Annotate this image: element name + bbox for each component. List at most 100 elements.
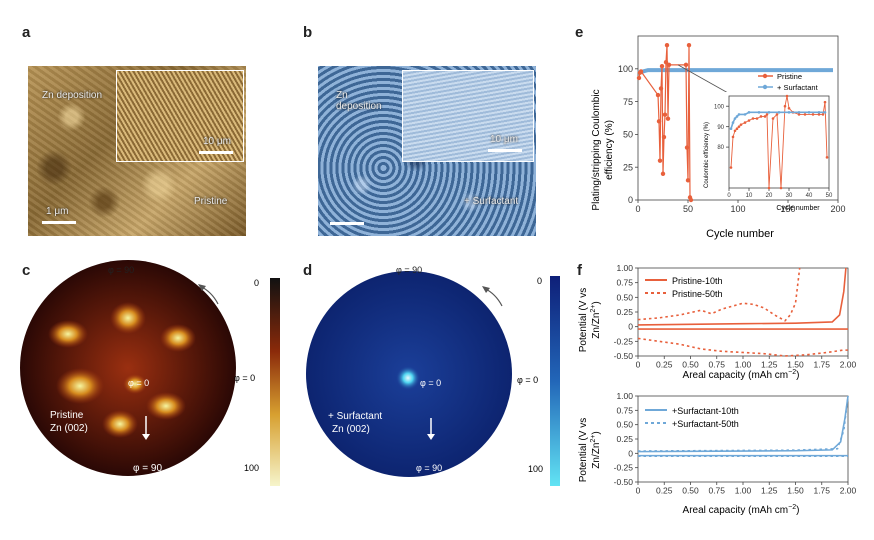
e-point-pristine: [661, 134, 667, 140]
e-inset-x-tick-label: 20: [766, 193, 773, 199]
e-inset-point: [807, 111, 811, 114]
f-top-x-tick-label: 0.50: [682, 360, 699, 370]
f-bottom-x-tick-label: 0.75: [708, 486, 725, 496]
phi-center-label: φ = 0: [128, 378, 149, 388]
f-bottom-axes-frame: [637, 395, 849, 483]
f-bottom-plot-area: 0 0.25 0.50 0.75 1.00 1.25 1.50 1.75 2.00 1.00 0.7…: [614, 391, 857, 496]
e-inset-point: [739, 123, 743, 126]
colorbar-top-label: 0: [254, 278, 259, 288]
e-point-pristine: [684, 145, 690, 150]
e-inset-series-pristine: [730, 95, 828, 189]
e-inset-point: [767, 111, 771, 114]
f-top-plot-area: 0 0.25 0.50 0.75 1.00 1.25 1.50 1.75 2.00 1.00 0.7…: [614, 263, 857, 370]
label-zn-deposition: Zn deposition: [42, 90, 103, 101]
sem-inset-surfactant: [402, 70, 534, 162]
e-inset-x-tick-label: 30: [786, 193, 793, 199]
f-bottom-y-tick-label: 0.25: [616, 434, 633, 444]
e-point-pristine: [686, 42, 692, 48]
e-inset-point: [737, 125, 741, 128]
f-bottom-y-tick-label: 0: [628, 448, 633, 458]
f-bottom-ylabel-1: Potential (V vs: [578, 418, 589, 482]
e-inset-ylabel: Coulombic efficiency (%): [704, 122, 710, 188]
e-x-tick-label: 0: [635, 204, 640, 214]
e-x-tick-label: 200: [830, 204, 845, 214]
scale-bar-inset: [199, 151, 233, 154]
e-inset-point: [797, 111, 801, 114]
e-inset-point: [747, 119, 751, 122]
phi-bottom-label-d: φ = 90: [416, 463, 442, 473]
f-bottom-x-tick-label: 0.50: [682, 486, 699, 496]
e-inset-x-tick-label: 0: [727, 193, 731, 199]
e-ylabel-2: efficiency (%): [604, 120, 615, 180]
f-top-legend-2: Pristine-50th: [672, 289, 723, 299]
label-pristine: Pristine: [194, 196, 228, 207]
e-x-tick-label: 150: [780, 204, 795, 214]
f-bottom-y-tick-label: 0.75: [616, 405, 633, 415]
pole-figure-surfactant: φ = 90 φ = 0 φ = 90 + Surfactant Zn (002…: [306, 265, 560, 486]
f-bottom-xlabel: Areal capacity (mAh cm−2): [683, 504, 800, 516]
f-bottom-legend-1: +Surfactant-10th: [672, 406, 739, 416]
f-top-x-tick-label: 0: [636, 360, 641, 370]
e-inset-y-tick-label: 90: [717, 125, 724, 131]
e-inset-point: [735, 115, 739, 118]
e-inset-point: [765, 113, 769, 116]
f-bottom-x-tick-label: 1.50: [787, 486, 804, 496]
sem-inset-pristine: [116, 70, 244, 162]
e-inset-point: [803, 113, 807, 116]
e-inset-point: [731, 135, 735, 139]
f-top-x-tick-label: 1.00: [735, 360, 752, 370]
e-inset-point: [823, 100, 827, 104]
f-top-ylabel-1: Potential (V vs: [578, 288, 589, 352]
e-inset-point: [755, 117, 759, 120]
f-bottom-x-tick-label: 0: [636, 486, 641, 496]
sample-label-d: + Surfactant: [328, 411, 382, 422]
e-x-tick-label: 50: [683, 204, 693, 214]
f-top-x-tick-label: 1.50: [787, 360, 804, 370]
pole-center-spot: [396, 366, 420, 390]
e-inset-point: [775, 113, 779, 116]
e-inset-point: [729, 166, 733, 169]
panel-label-b: b: [303, 24, 313, 41]
e-inset-point: [817, 111, 821, 114]
e-point-pristine: [660, 171, 666, 176]
e-inset-bg: [723, 92, 833, 192]
f-top-axes-frame: [637, 267, 849, 357]
f-bottom-ylabel-2: Zn/Zn2+): [590, 431, 602, 468]
e-inset-point: [785, 94, 789, 98]
e-point-pristine: [638, 69, 644, 74]
scale-label-inset-b: 10 μm: [490, 134, 518, 145]
e-y-tick-label: 50: [623, 130, 633, 140]
f-top-xlabel: Areal capacity (mAh cm−2): [683, 369, 800, 381]
e-point-pristine: [688, 197, 694, 203]
f-top-x-tick-label: 0.25: [656, 360, 673, 370]
e-inset-point: [747, 111, 751, 114]
e-point-pristine: [656, 119, 662, 124]
colorbar-bottom-label: 100: [244, 463, 259, 473]
scale-label-inset: 10 μm: [203, 136, 231, 147]
e-point-pristine: [655, 92, 661, 98]
sample-label: Pristine: [50, 410, 84, 421]
f-bottom-x-tick-label: 1.25: [761, 486, 778, 496]
f-top-y-tick-label: -0.50: [614, 351, 634, 361]
e-inset-axes-frame: [728, 95, 830, 189]
e-point-pristine: [662, 112, 668, 117]
e-inset-point: [767, 186, 771, 190]
e-inset-y-tick-label: 100: [714, 104, 725, 110]
label-zn-deposition-b: Zn deposition: [336, 90, 382, 112]
f-bottom-y-tick-label: -0.25: [614, 463, 634, 473]
e-y-tick-label: 0: [628, 195, 633, 205]
e-inset-point: [825, 156, 829, 159]
e-inset-point: [811, 113, 815, 116]
e-inset-point: [759, 115, 763, 118]
e-point-pristine: [663, 60, 669, 65]
f-top-x-tick-label: 2.00: [840, 360, 857, 370]
phi-bottom-label: φ = 90: [133, 463, 162, 474]
e-xlabel: Cycle number: [706, 228, 774, 240]
f-top-series-0-charge: [637, 267, 847, 326]
e-inset-point: [817, 113, 821, 116]
f-bottom-x-tick-label: 1.75: [813, 486, 830, 496]
f-top-y-tick-label: 0: [628, 322, 633, 332]
e-inset-point: [787, 111, 791, 114]
panel-label-f: f: [577, 262, 582, 279]
chart-potential-surfactant: 0 0.25 0.50 0.75 1.00 1.25 1.50 1.75 2.00 1.00 0.7…: [578, 391, 857, 516]
